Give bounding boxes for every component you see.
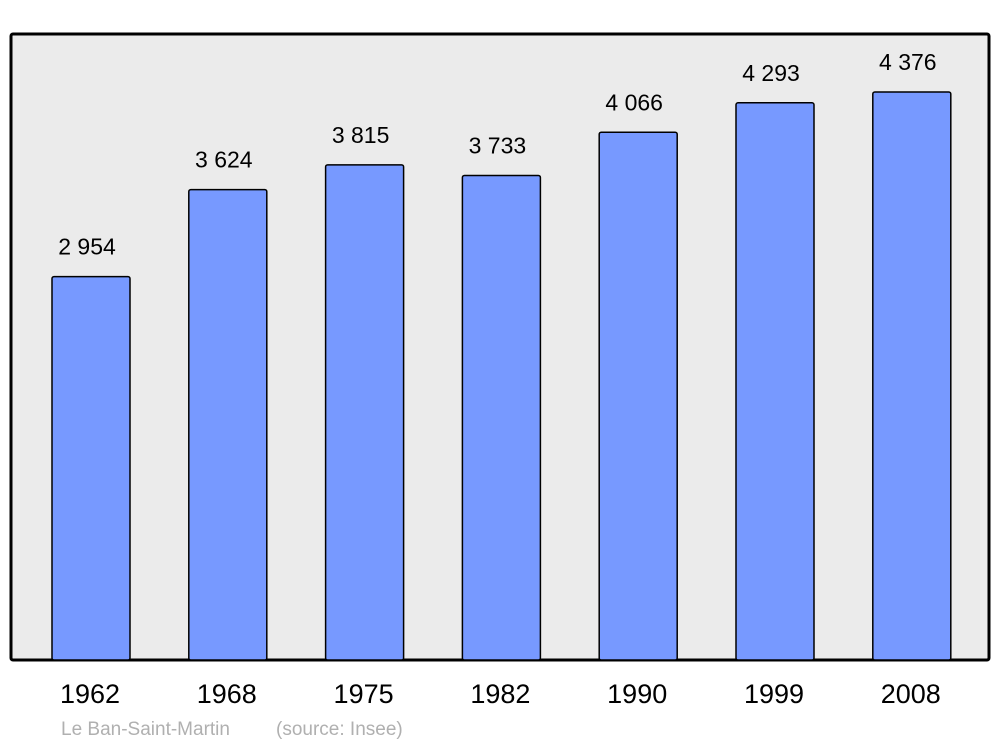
source-caption: (source: Insee) bbox=[276, 719, 403, 740]
value-label: 3 815 bbox=[332, 122, 390, 148]
bar bbox=[598, 131, 678, 661]
value-label: 4 293 bbox=[742, 60, 800, 86]
bar bbox=[188, 188, 268, 661]
bar bbox=[461, 174, 542, 661]
x-tick-label: 1999 bbox=[744, 679, 804, 709]
x-tick-label: 1982 bbox=[470, 679, 530, 709]
x-tick-label: 1975 bbox=[334, 679, 394, 709]
bar bbox=[735, 102, 815, 661]
value-label: 3 624 bbox=[195, 147, 253, 173]
value-label: 4 066 bbox=[605, 89, 663, 115]
x-tick-label: 1990 bbox=[607, 679, 667, 709]
x-tick-label: 2008 bbox=[881, 679, 941, 709]
bar bbox=[872, 91, 952, 661]
value-label: 4 376 bbox=[879, 49, 937, 75]
place-caption: Le Ban-Saint-Martin bbox=[61, 719, 230, 740]
bar bbox=[51, 275, 131, 661]
value-label: 3 733 bbox=[469, 133, 527, 159]
value-label: 2 954 bbox=[58, 234, 116, 260]
bar bbox=[324, 164, 405, 661]
x-tick-label: 1968 bbox=[197, 679, 257, 709]
x-tick-label: 1962 bbox=[60, 679, 120, 709]
